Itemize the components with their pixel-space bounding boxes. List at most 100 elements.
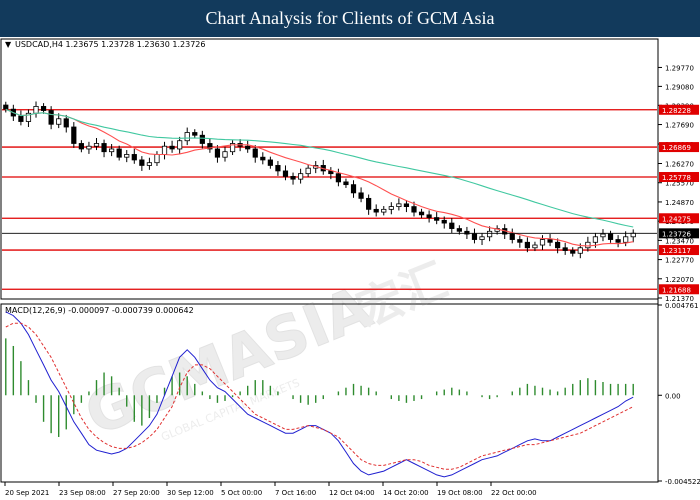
candle-body bbox=[33, 106, 39, 114]
time-tick-label: 19 Oct 08:00 bbox=[437, 489, 483, 497]
page-banner: Chart Analysis for Clients of GCM Asia bbox=[0, 0, 700, 37]
candle-body bbox=[124, 154, 130, 158]
candle-body bbox=[630, 232, 636, 238]
candle-body bbox=[539, 239, 546, 246]
candle-body bbox=[3, 104, 9, 110]
candle-body bbox=[56, 118, 62, 125]
candle-body bbox=[207, 143, 213, 150]
price-tick-label: 1.29080 bbox=[665, 83, 694, 91]
candle-body bbox=[517, 239, 523, 243]
candle-body bbox=[592, 236, 599, 243]
candle-body bbox=[607, 233, 614, 240]
candle-body bbox=[547, 239, 553, 243]
candle-body bbox=[177, 140, 183, 150]
candle-body bbox=[524, 241, 530, 249]
candle-body bbox=[86, 145, 92, 150]
current-price-line: 1.23726 bbox=[2, 228, 699, 239]
candle-body bbox=[615, 239, 621, 243]
candle-body bbox=[441, 219, 447, 224]
level-label-box bbox=[659, 172, 699, 183]
level-label-box bbox=[659, 213, 699, 224]
moving-average-line bbox=[5, 108, 634, 247]
candle-body bbox=[396, 203, 402, 208]
price-axis-ticks: 1.297701.290801.283901.276901.269801.262… bbox=[658, 64, 694, 303]
macd-tick-label: 0.004761 bbox=[665, 302, 698, 310]
candle-body bbox=[275, 165, 281, 172]
macd-tick-label: 0.00 bbox=[665, 392, 681, 400]
candle-body bbox=[305, 167, 311, 175]
candle-body bbox=[464, 230, 470, 235]
candle-body bbox=[71, 126, 77, 144]
price-tick-label: 1.23470 bbox=[665, 237, 694, 245]
candle-body bbox=[25, 112, 32, 122]
level-label: 1.24275 bbox=[662, 215, 691, 223]
price-tick-label: 1.26270 bbox=[665, 161, 694, 169]
current-price-label: 1.23726 bbox=[662, 230, 691, 238]
candle-body bbox=[600, 233, 606, 238]
candle-body bbox=[577, 247, 583, 254]
banner-title: Chart Analysis for Clients of GCM Asia bbox=[205, 8, 495, 28]
candle-body bbox=[381, 208, 387, 213]
level-label: 1.26869 bbox=[662, 144, 691, 152]
level-label: 1.23117 bbox=[662, 247, 691, 255]
level-label: 1.21688 bbox=[662, 286, 691, 294]
candle-body bbox=[18, 115, 24, 122]
candle-body bbox=[267, 159, 273, 166]
candle-body bbox=[109, 148, 115, 153]
candle-body bbox=[426, 214, 432, 218]
candle-body bbox=[411, 206, 417, 213]
candle-body bbox=[623, 236, 629, 243]
price-tick-label: 1.22770 bbox=[665, 257, 694, 265]
candle-body bbox=[562, 247, 568, 251]
candle-body bbox=[456, 228, 462, 232]
candle-body bbox=[199, 134, 205, 144]
candle-body bbox=[335, 173, 341, 183]
candle-body bbox=[449, 222, 455, 229]
price-tick-label: 1.25570 bbox=[665, 180, 694, 188]
candle-body bbox=[169, 145, 175, 150]
chart-area[interactable]: GCMASIA 宏汇 GLOBAL CAPITAL MARKETS ▼ USDC… bbox=[0, 37, 700, 500]
level-label-box bbox=[659, 284, 699, 295]
candle-body bbox=[161, 145, 168, 155]
time-tick-label: 20 Sep 2021 bbox=[5, 489, 49, 497]
moving-average-line bbox=[5, 108, 634, 228]
candle-body bbox=[116, 148, 122, 158]
price-tick-label: 1.24870 bbox=[665, 199, 694, 207]
candle-body bbox=[214, 148, 221, 158]
candle-body bbox=[343, 181, 349, 186]
candle-body bbox=[350, 184, 357, 194]
resistance-support-levels: 1.28228 1.26869 1.25778 1.24275 1.23117 1.216… bbox=[2, 104, 699, 295]
price-tick-label: 1.27690 bbox=[665, 122, 694, 130]
candle-body bbox=[48, 110, 54, 125]
price-panel-frame bbox=[0, 38, 659, 300]
candle-body bbox=[101, 143, 107, 153]
macd-histogram bbox=[5, 338, 634, 437]
chart-symbol-arrow: ▼ bbox=[5, 40, 12, 49]
candle-body bbox=[373, 208, 379, 213]
candle-body bbox=[78, 143, 84, 150]
candle-body bbox=[358, 192, 364, 199]
candle-body bbox=[63, 118, 69, 128]
level-label-box bbox=[659, 245, 699, 256]
price-chart-header: USDCAD,H4 1.23675 1.23728 1.23630 1.2372… bbox=[15, 40, 205, 49]
current-price-box bbox=[659, 228, 699, 239]
candle-body bbox=[471, 233, 478, 240]
candle-body bbox=[192, 132, 198, 136]
time-tick-label: 7 Oct 16:00 bbox=[275, 489, 316, 497]
price-tick-label: 1.29770 bbox=[665, 64, 694, 72]
candle-body bbox=[532, 244, 538, 249]
macd-lines bbox=[5, 311, 634, 478]
candle-body bbox=[229, 143, 236, 153]
candle-body bbox=[252, 148, 258, 158]
candle-body bbox=[509, 233, 515, 240]
candle-body bbox=[93, 143, 100, 147]
candle-body bbox=[131, 154, 137, 161]
level-label-box bbox=[659, 142, 699, 153]
time-tick-label: 5 Oct 00:00 bbox=[221, 489, 262, 497]
candle-body bbox=[388, 206, 394, 210]
candlestick-series bbox=[3, 101, 636, 259]
time-tick-label: 14 Oct 20:00 bbox=[383, 489, 429, 497]
candle-body bbox=[184, 132, 190, 142]
time-tick-label: 22 Oct 00:00 bbox=[491, 489, 537, 497]
candle-body bbox=[434, 217, 440, 221]
